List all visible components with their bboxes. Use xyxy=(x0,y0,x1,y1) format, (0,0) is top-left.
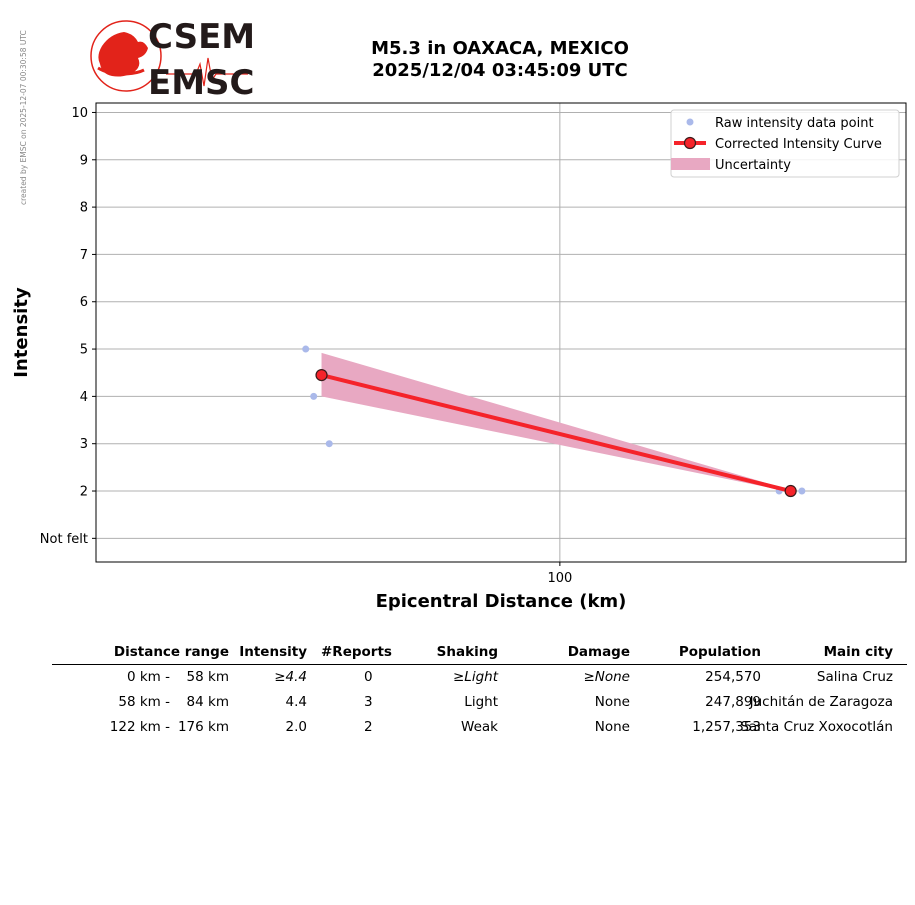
cell-population: 1,257,353 xyxy=(692,719,761,735)
cell-distance-from: 58 km - xyxy=(118,694,170,710)
cell-population: 254,570 xyxy=(705,669,761,685)
cell-intensity: ≥4.4 xyxy=(274,669,307,685)
x-tick-label: 100 xyxy=(547,571,572,586)
y-axis-ticks: Not felt 2 3 4 5 6 7 8 9 10 xyxy=(40,106,96,547)
x-axis-label: Epicentral Distance (km) xyxy=(376,591,627,612)
cell-shaking: Light xyxy=(464,694,498,710)
cell-damage: None xyxy=(594,719,630,735)
cell-main-city: Salina Cruz xyxy=(816,669,893,685)
y-tick-label: 4 xyxy=(80,390,88,405)
cell-intensity: 2.0 xyxy=(285,719,307,735)
legend-band-swatch xyxy=(671,158,710,170)
y-tick-label: 10 xyxy=(71,106,88,121)
cell-reports: 3 xyxy=(364,694,373,710)
raw-data-point xyxy=(798,487,806,495)
legend-box xyxy=(670,109,900,178)
legend-band-label: Uncertainty xyxy=(715,158,791,173)
corrected-intensity-curve xyxy=(321,373,792,493)
cell-reports: 0 xyxy=(364,669,373,685)
cell-shaking: ≥Light xyxy=(452,669,498,685)
cell-distance-from: 0 km - xyxy=(126,669,170,685)
cell-distance-to: 58 km xyxy=(186,669,229,685)
y-axis-label: Intensity xyxy=(11,287,32,378)
cell-main-city: Santa Cruz Xoxocotlán xyxy=(740,719,893,735)
x-axis-ticks: 100 xyxy=(547,562,572,586)
legend-curve-label: Corrected Intensity Curve xyxy=(715,137,882,152)
legend-curve-marker xyxy=(683,136,697,150)
cell-distance-to: 176 km xyxy=(177,719,229,735)
cell-population: 247,899 xyxy=(705,694,761,710)
y-tick-label: 7 xyxy=(80,248,88,263)
cell-damage: ≥None xyxy=(583,669,630,685)
cell-reports: 2 xyxy=(364,719,373,735)
logo-text-csem: CSEM xyxy=(148,18,255,57)
table-row: 58 km - 84 km 4.4 3 Light None 247,899 Juchitán… xyxy=(52,690,907,715)
y-tick-label: Not felt xyxy=(40,532,88,547)
cell-damage: None xyxy=(594,694,630,710)
y-tick-label: 3 xyxy=(80,437,88,452)
legend-raw-marker xyxy=(686,118,694,126)
table-row: 0 km - 58 km ≥4.4 0 ≥Light ≥None 254,570 Salina… xyxy=(52,665,907,690)
cell-main-city: Juchitán de Zaragoza xyxy=(749,694,893,710)
header-intensity: Intensity xyxy=(239,644,307,660)
y-tick-label: 9 xyxy=(80,153,88,168)
legend-raw-label: Raw intensity data point xyxy=(715,116,874,131)
intensity-table: Distance range Intensity #Reports Shakin… xyxy=(52,640,907,740)
y-tick-label: 8 xyxy=(80,201,88,216)
header-population: Population xyxy=(678,644,761,660)
emsc-logo: CSEM EMSC xyxy=(90,18,255,98)
table-header-rule xyxy=(52,664,907,665)
raw-data-point xyxy=(325,440,333,448)
chart-title-line1: M5.3 in OAXACA, MEXICO xyxy=(371,38,629,59)
legend: Raw intensity data point Corrected Intens… xyxy=(670,109,900,178)
intensity-chart: Not felt 2 3 4 5 6 7 8 9 10 100 Intensity Epicent… xyxy=(11,102,907,612)
table-body: 0 km - 58 km ≥4.4 0 ≥Light ≥None 254,570 Salina… xyxy=(52,665,907,740)
curve-marker xyxy=(315,368,328,382)
uncertainty-band xyxy=(321,352,791,492)
chart-title-line2: 2025/12/04 03:45:09 UTC xyxy=(372,60,628,81)
plot-frame xyxy=(95,102,907,563)
raw-data-point xyxy=(310,392,318,400)
header-shaking: Shaking xyxy=(436,644,498,660)
table-header: Distance range Intensity #Reports Shakin… xyxy=(52,640,907,665)
uncertainty-band-group xyxy=(321,352,791,492)
header-reports: #Reports xyxy=(321,644,392,660)
table-row: 122 km - 176 km 2.0 2 Weak None 1,257,353 Santa… xyxy=(52,715,907,740)
curve-group xyxy=(315,368,797,498)
header-main-city: Main city xyxy=(823,644,893,660)
y-tick-label: 2 xyxy=(80,485,88,500)
y-tick-label: 5 xyxy=(80,343,88,358)
header-damage: Damage xyxy=(567,644,630,660)
header-distance-range: Distance range xyxy=(113,644,229,660)
curve-marker xyxy=(784,484,797,498)
y-tick-label: 6 xyxy=(80,295,88,310)
cell-distance-to: 84 km xyxy=(186,694,229,710)
logo-text-emsc: EMSC xyxy=(148,63,255,98)
cell-distance-from: 122 km - xyxy=(109,719,170,735)
raw-data-point xyxy=(302,345,310,353)
raw-points-group xyxy=(302,345,806,495)
cell-intensity: 4.4 xyxy=(285,694,307,710)
cell-shaking: Weak xyxy=(461,719,498,735)
